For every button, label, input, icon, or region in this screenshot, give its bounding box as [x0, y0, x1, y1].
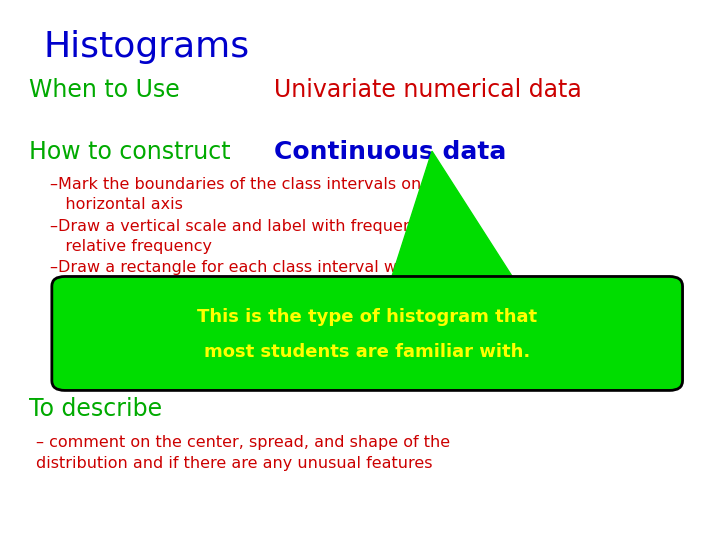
Text: This is the type of histogram that: This is the type of histogram that [197, 308, 537, 326]
Polygon shape [389, 151, 518, 286]
Text: – comment on the center, spread, and shape of the: – comment on the center, spread, and sha… [36, 435, 450, 450]
Text: –Mark the boundaries of the class intervals on the: –Mark the boundaries of the class interv… [50, 177, 453, 192]
Text: relative frequency: relative frequency [50, 239, 212, 254]
Text: Univariate numerical data: Univariate numerical data [274, 78, 581, 102]
FancyBboxPatch shape [52, 276, 683, 390]
Text: –Draw a rectangle for each class interval with height: –Draw a rectangle for each class interva… [50, 260, 475, 275]
Text: proportional to frequency or: proportional to frequency or [50, 281, 292, 296]
Text: horizontal axis: horizontal axis [50, 197, 184, 212]
Text: Histograms: Histograms [43, 30, 249, 64]
Text: How to construct: How to construct [29, 140, 230, 164]
Text: –Draw a vertical scale and label with frequency or: –Draw a vertical scale and label with fr… [50, 219, 454, 234]
Text: To describe: To describe [29, 397, 162, 421]
Text: Continuous data: Continuous data [274, 140, 506, 164]
Text: relative frequency: relative frequency [50, 301, 212, 316]
Text: distribution and if there are any unusual features: distribution and if there are any unusua… [36, 456, 433, 471]
Text: When to Use: When to Use [29, 78, 179, 102]
Text: most students are familiar with.: most students are familiar with. [204, 343, 531, 361]
